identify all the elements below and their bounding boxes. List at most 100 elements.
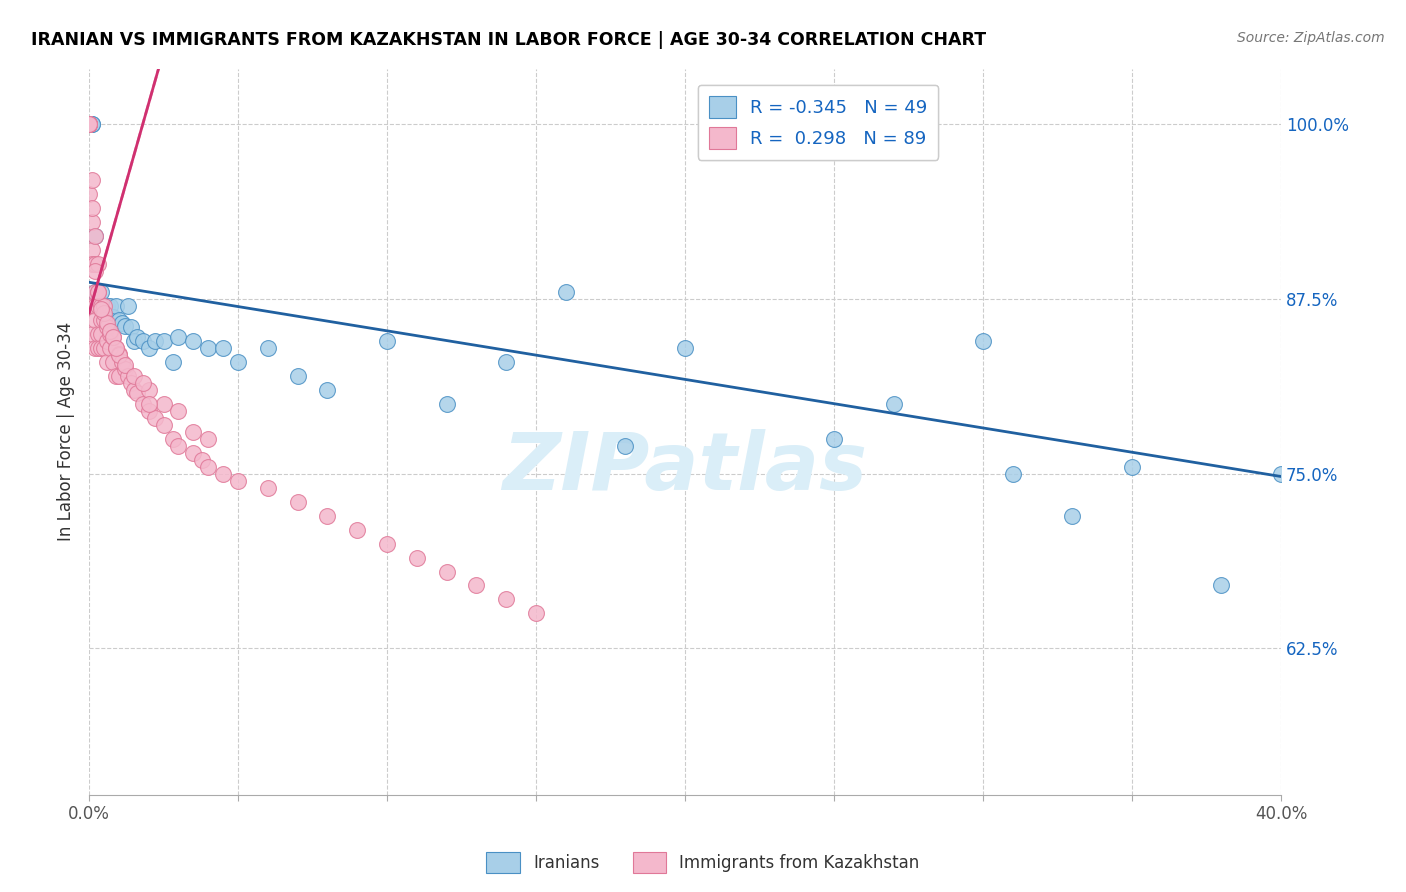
Point — [114, 358, 136, 372]
Point — [465, 578, 488, 592]
Point — [614, 439, 637, 453]
Point — [84, 299, 107, 313]
Point — [122, 334, 145, 348]
Point — [120, 376, 142, 390]
Point — [90, 301, 112, 316]
Point — [87, 292, 110, 306]
Point — [98, 341, 121, 355]
Point — [131, 334, 153, 348]
Point — [183, 425, 205, 439]
Point — [80, 257, 103, 271]
Point — [114, 362, 136, 376]
Point — [84, 285, 107, 299]
Point — [96, 320, 118, 334]
Point — [120, 320, 142, 334]
Point — [131, 376, 153, 390]
Y-axis label: In Labor Force | Age 30-34: In Labor Force | Age 30-34 — [58, 322, 75, 541]
Point — [316, 508, 339, 523]
Point — [138, 397, 160, 411]
Point — [316, 383, 339, 397]
Point — [138, 383, 160, 397]
Point — [77, 117, 100, 131]
Point — [80, 243, 103, 257]
Point — [84, 229, 107, 244]
Point — [1001, 467, 1024, 481]
Point — [122, 368, 145, 383]
Point — [972, 334, 994, 348]
Point — [90, 326, 112, 341]
Point — [90, 285, 112, 299]
Point — [375, 334, 398, 348]
Point — [524, 607, 547, 621]
Point — [197, 432, 219, 446]
Point — [104, 341, 127, 355]
Point — [98, 326, 121, 341]
Point — [77, 117, 100, 131]
Point — [84, 257, 107, 271]
Point — [104, 299, 127, 313]
Point — [87, 299, 110, 313]
Point — [1270, 467, 1292, 481]
Point — [114, 318, 136, 333]
Text: ZIPatlas: ZIPatlas — [502, 429, 868, 508]
Point — [287, 494, 309, 508]
Point — [162, 355, 184, 369]
Legend: R = -0.345   N = 49, R =  0.298   N = 89: R = -0.345 N = 49, R = 0.298 N = 89 — [697, 85, 938, 160]
Point — [80, 326, 103, 341]
Point — [143, 410, 166, 425]
Point — [77, 117, 100, 131]
Point — [84, 264, 107, 278]
Point — [108, 348, 131, 362]
Point — [346, 523, 368, 537]
Point — [96, 320, 118, 334]
Point — [436, 397, 458, 411]
Point — [90, 299, 112, 313]
Point — [90, 341, 112, 355]
Point — [495, 355, 517, 369]
Point — [101, 355, 124, 369]
Point — [108, 368, 131, 383]
Point — [98, 299, 121, 313]
Point — [80, 117, 103, 131]
Point — [84, 313, 107, 327]
Point — [101, 330, 124, 344]
Point — [138, 341, 160, 355]
Point — [167, 439, 190, 453]
Point — [554, 285, 576, 299]
Point — [191, 452, 214, 467]
Point — [77, 117, 100, 131]
Point — [84, 229, 107, 244]
Point — [80, 299, 103, 313]
Point — [436, 565, 458, 579]
Point — [1121, 459, 1143, 474]
Point — [375, 536, 398, 550]
Point — [80, 201, 103, 215]
Point — [152, 417, 174, 432]
Point — [1211, 578, 1233, 592]
Point — [212, 467, 235, 481]
Point — [823, 432, 845, 446]
Text: Source: ZipAtlas.com: Source: ZipAtlas.com — [1237, 31, 1385, 45]
Point — [111, 316, 134, 330]
Point — [162, 432, 184, 446]
Point — [257, 481, 280, 495]
Point — [84, 341, 107, 355]
Point — [257, 341, 280, 355]
Point — [77, 117, 100, 131]
Point — [883, 397, 905, 411]
Point — [96, 316, 118, 330]
Point — [84, 285, 107, 299]
Legend: Iranians, Immigrants from Kazakhstan: Iranians, Immigrants from Kazakhstan — [479, 846, 927, 880]
Point — [77, 117, 100, 131]
Text: IRANIAN VS IMMIGRANTS FROM KAZAKHSTAN IN LABOR FORCE | AGE 30-34 CORRELATION CHA: IRANIAN VS IMMIGRANTS FROM KAZAKHSTAN IN… — [31, 31, 986, 49]
Point — [87, 299, 110, 313]
Point — [87, 326, 110, 341]
Point — [226, 355, 249, 369]
Point — [212, 341, 235, 355]
Point — [104, 368, 127, 383]
Point — [673, 341, 696, 355]
Point — [197, 459, 219, 474]
Point — [131, 397, 153, 411]
Point — [287, 368, 309, 383]
Point — [98, 324, 121, 338]
